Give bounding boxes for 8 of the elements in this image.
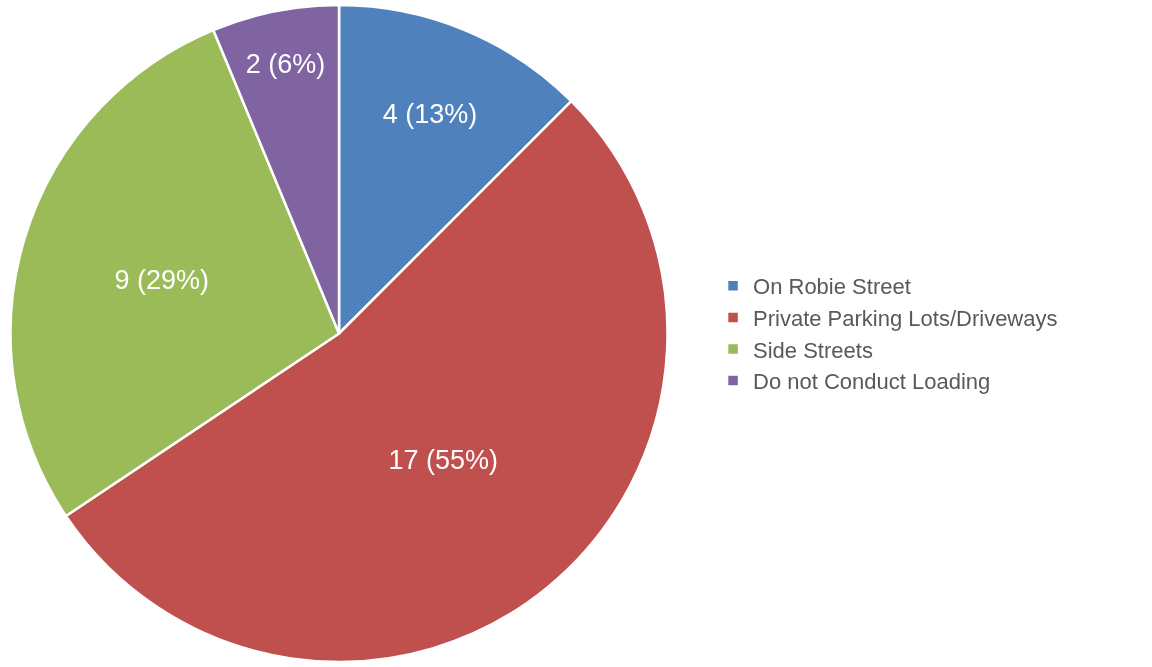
legend-label: Side Streets [753, 337, 873, 363]
data-label: 17 (55%) [388, 445, 499, 476]
legend-label: On Robie Street [753, 274, 911, 300]
data-label: 2 (6%) [245, 48, 326, 79]
data-label: 9 (29%) [114, 264, 210, 295]
data-label: 4 (13%) [382, 99, 478, 129]
legend-label: Do not Conduct Loading [753, 369, 991, 395]
legend-label: Private Parking Lots/Driveways [753, 305, 1058, 331]
